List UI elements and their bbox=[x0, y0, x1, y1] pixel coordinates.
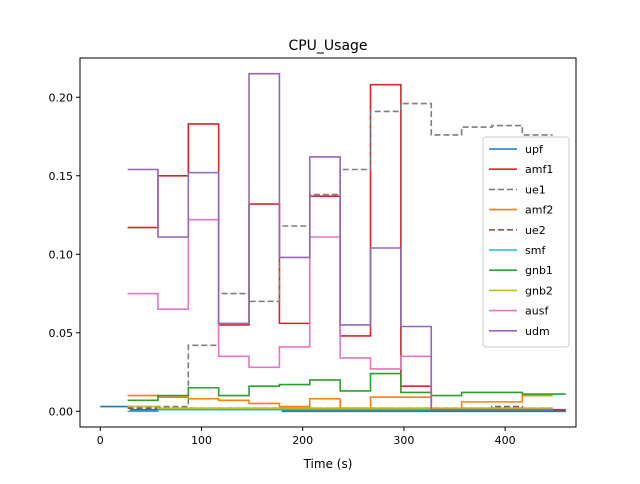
legend-label-ausf: ausf bbox=[525, 305, 549, 318]
legend-label-smf: smf bbox=[525, 244, 546, 257]
x-tick-label: 300 bbox=[393, 434, 414, 447]
y-tick-label: 0.20 bbox=[49, 91, 74, 104]
y-tick-label: 0.15 bbox=[49, 170, 74, 183]
x-axis-label: Time (s) bbox=[303, 457, 353, 471]
x-tick-label: 0 bbox=[97, 434, 104, 447]
chart-title: CPU_Usage bbox=[288, 38, 367, 54]
series-line-amf2 bbox=[127, 394, 553, 411]
legend-label-amf2: amf2 bbox=[525, 204, 553, 217]
x-tick-label: 100 bbox=[191, 434, 212, 447]
series-line-gnb2 bbox=[127, 405, 553, 409]
legend-box bbox=[482, 136, 570, 348]
legend-label-gnb2: gnb2 bbox=[525, 284, 553, 297]
legend-label-gnb1: gnb1 bbox=[525, 264, 553, 277]
legend-label-ue2: ue2 bbox=[525, 224, 546, 237]
y-axis: 0.00 0.05 0.10 0.15 0.20 bbox=[49, 91, 80, 418]
legend-label-amf1: amf1 bbox=[525, 163, 553, 176]
y-tick-label: 0.05 bbox=[49, 327, 74, 340]
y-tick-label: 0.10 bbox=[49, 248, 74, 261]
series-lines bbox=[100, 72, 566, 413]
legend-label-ue1: ue1 bbox=[525, 183, 546, 196]
series-line-udm bbox=[127, 72, 553, 411]
axes-frame bbox=[79, 57, 577, 428]
legend: upf amf1 ue1 amf2 ue2 smf gnb1 gnb2 ausf udm bbox=[482, 136, 570, 348]
series-line-gnb1 bbox=[127, 372, 566, 402]
legend-label-upf: upf bbox=[525, 143, 544, 156]
y-tick-label: 0.00 bbox=[49, 405, 74, 418]
series-line-ue1 bbox=[127, 102, 553, 408]
x-tick-label: 200 bbox=[292, 434, 313, 447]
legend-label-udm: udm bbox=[525, 325, 550, 338]
x-tick-label: 400 bbox=[495, 434, 516, 447]
x-axis: 0 100 200 300 400 bbox=[97, 427, 516, 447]
